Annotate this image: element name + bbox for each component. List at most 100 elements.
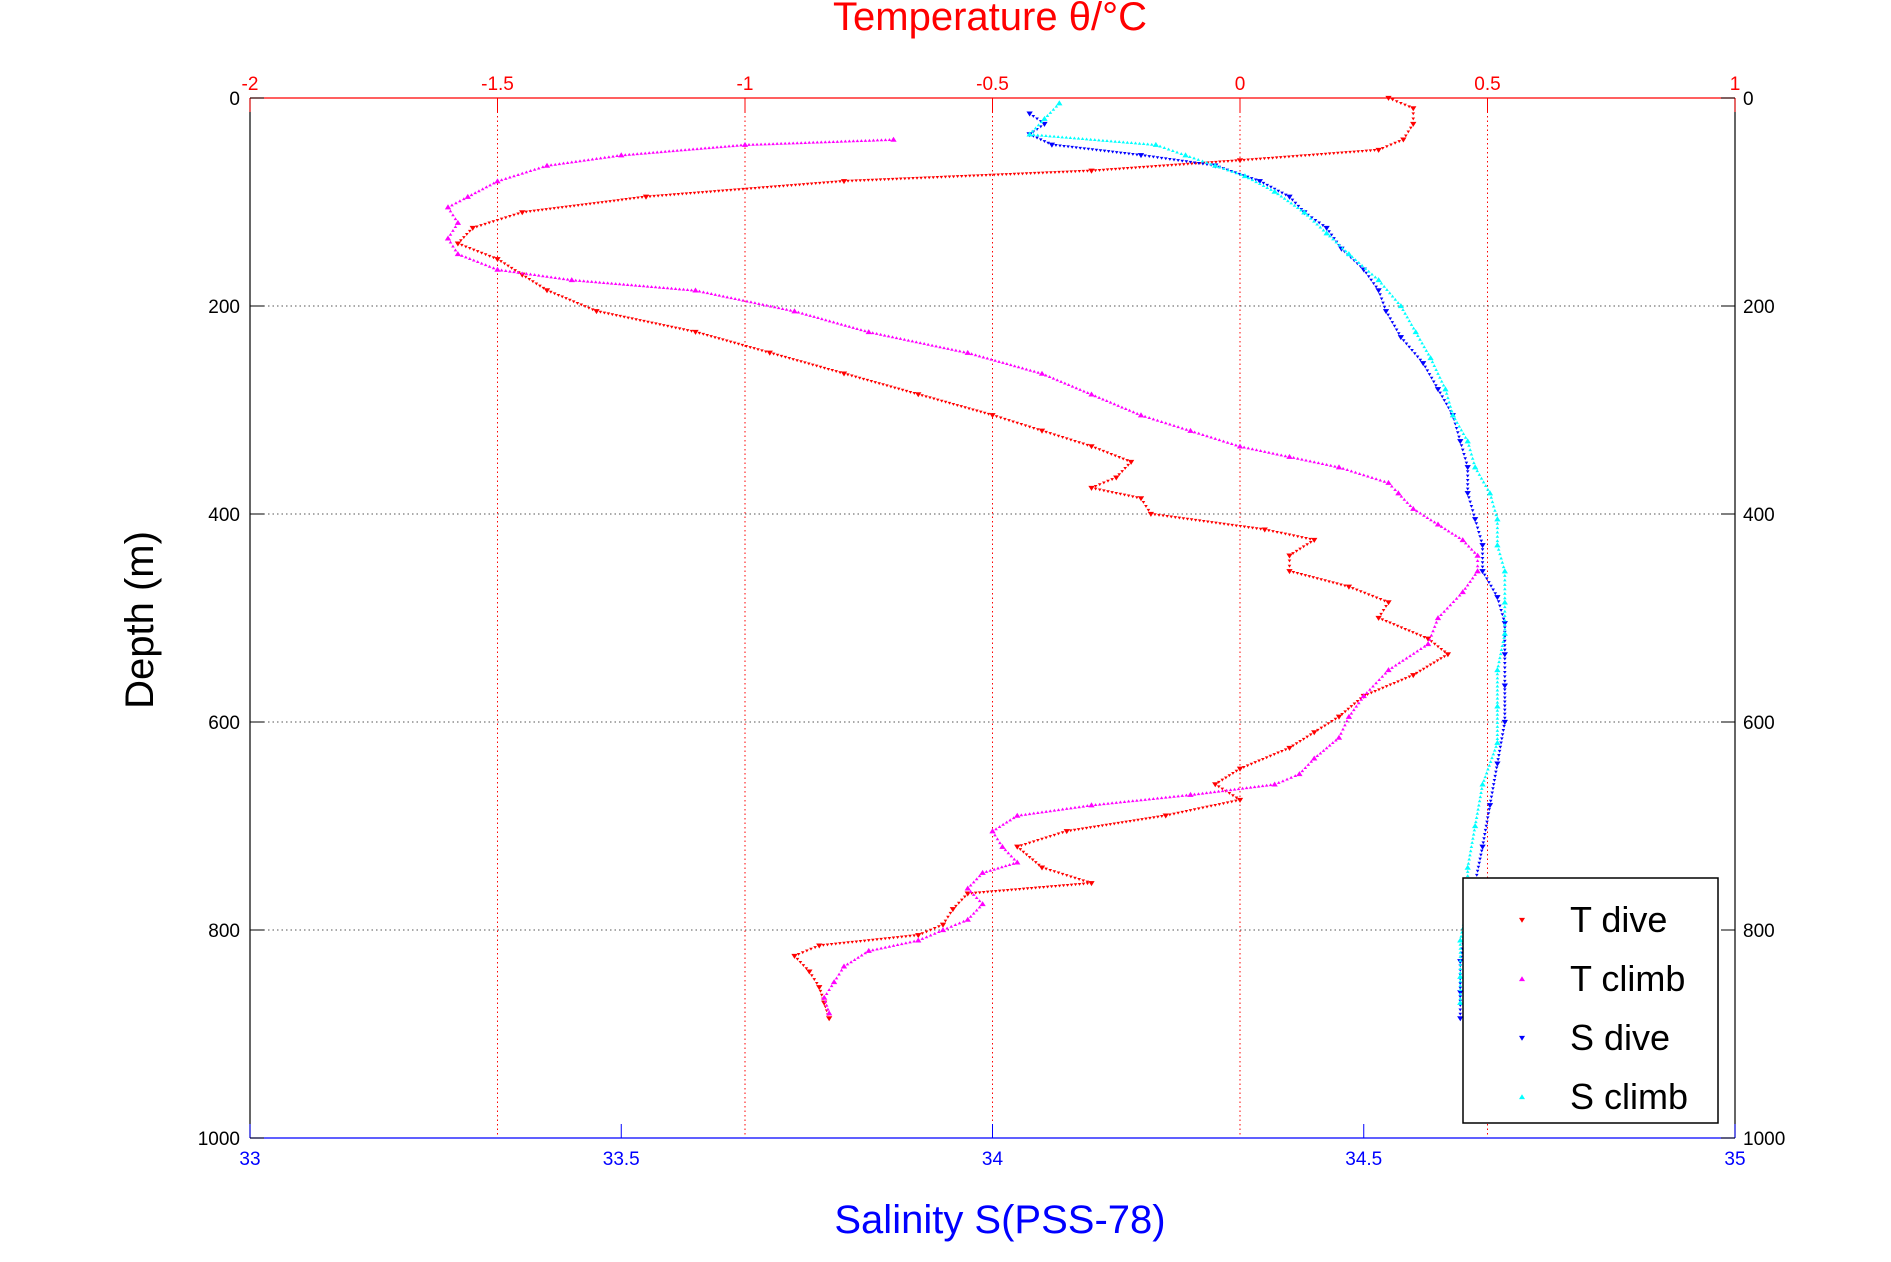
axes-frame: [249, 97, 1736, 1139]
data-point-fill: [676, 192, 681, 196]
data-point-fill: [1077, 805, 1081, 809]
data-point-fill: [1381, 301, 1385, 305]
data-point-fill: [483, 253, 488, 257]
data-point-fill: [1052, 808, 1057, 812]
data-point-fill: [707, 146, 711, 150]
data-point: [915, 937, 922, 943]
data-point-fill: [1390, 294, 1395, 298]
data-point-fill: [1478, 795, 1483, 799]
data-point-fill: [1217, 438, 1222, 442]
series-t-climb: [444, 136, 1481, 1016]
data-point-fill: [1401, 658, 1405, 662]
data-point-fill: [814, 982, 819, 985]
data-point: [821, 994, 828, 1000]
data-point-fill: [1421, 667, 1426, 671]
data-point-fill: [803, 361, 807, 365]
data-point-fill: [887, 944, 892, 948]
data-point-fill: [988, 868, 993, 872]
data-point-fill: [1380, 686, 1385, 690]
data-point-fill: [1323, 724, 1327, 728]
data-point-fill: [1287, 564, 1292, 568]
data-point-fill: [1494, 744, 1498, 748]
data-point-fill: [1479, 853, 1483, 857]
data-point-fill: [458, 199, 462, 203]
data-point-fill: [989, 890, 994, 894]
data-point-fill: [1353, 258, 1358, 262]
data-point-fill: [1500, 733, 1505, 737]
data-point-fill: [1495, 708, 1500, 712]
data-point-fill: [1085, 169, 1090, 173]
data-point-fill: [977, 874, 982, 878]
data-point-fill: [1370, 272, 1374, 276]
data-point-fill: [883, 138, 888, 142]
data-point-fill: [1492, 778, 1497, 782]
data-point-fill: [532, 273, 537, 277]
data-point-fill: [1295, 154, 1299, 158]
data-point-fill: [1110, 150, 1115, 154]
data-point-fill: [1214, 521, 1218, 525]
data-point-fill: [1503, 679, 1507, 683]
data-point-fill: [531, 280, 535, 284]
left-tick-label-1: 200: [208, 297, 240, 318]
data-point-fill: [943, 919, 948, 923]
data-point-fill: [974, 896, 979, 900]
data-point-fill: [1503, 648, 1507, 652]
data-point-fill: [1049, 171, 1053, 175]
data-point-fill: [852, 958, 857, 961]
data-point-fill: [1222, 522, 1226, 526]
data-point-fill: [491, 181, 496, 185]
data-point-fill: [1368, 149, 1373, 153]
data-point-fill: [1438, 375, 1442, 379]
data-point-fill: [1108, 823, 1113, 826]
data-point-fill: [1220, 789, 1225, 793]
data-point-fill: [1227, 792, 1232, 795]
data-point-fill: [1201, 433, 1205, 436]
data-point-fill: [1217, 803, 1222, 806]
data-point-fill: [980, 174, 984, 178]
data-point: [1457, 439, 1464, 445]
data-point: [816, 943, 823, 949]
data-point-fill: [875, 138, 880, 142]
data-point-fill: [625, 283, 630, 286]
data-point-fill: [1032, 171, 1037, 175]
data-point-fill: [1418, 634, 1423, 638]
data-point-fill: [652, 194, 656, 198]
data-point-fill: [704, 190, 709, 194]
data-point-fill: [1031, 811, 1036, 815]
data-point-fill: [1104, 823, 1109, 827]
data-point-fill: [479, 261, 484, 265]
data-point: [1311, 755, 1318, 761]
data-point-fill: [1407, 629, 1411, 633]
data-point-fill: [895, 936, 900, 939]
data-point-fill: [1438, 391, 1442, 395]
data-point-fill: [697, 289, 702, 293]
data-point-fill: [1490, 791, 1495, 795]
data-point-fill: [1495, 733, 1500, 736]
data-point-fill: [1352, 702, 1357, 706]
data-point-fill: [1064, 874, 1069, 878]
data-point-fill: [1023, 812, 1028, 816]
data-point-fill: [1446, 529, 1451, 533]
data-point-fill: [961, 350, 966, 354]
series-s-climb: [1026, 100, 1508, 1005]
data-point-fill: [1008, 363, 1013, 367]
data-point-fill: [1238, 524, 1243, 528]
data-point-fill: [1462, 452, 1466, 456]
data-point-fill: [1048, 809, 1053, 813]
data-point-fill: [955, 175, 960, 179]
data-point: [1088, 444, 1095, 450]
data-point-fill: [1230, 169, 1235, 173]
data-point-fill: [1040, 810, 1044, 814]
right-tick-label-5: 1000: [1743, 1129, 1785, 1150]
data-point: [1375, 288, 1382, 294]
data-point-fill: [1093, 446, 1098, 450]
data-point-fill: [1336, 151, 1340, 155]
data-point-fill: [1231, 794, 1235, 798]
data-point-fill: [1081, 442, 1086, 446]
data-point-fill: [527, 277, 532, 281]
data-point-fill: [1494, 770, 1498, 774]
data-point-fill: [1465, 478, 1470, 482]
data-point-fill: [564, 297, 568, 301]
data-point-fill: [1382, 284, 1386, 288]
data-point-fill: [1503, 574, 1507, 577]
